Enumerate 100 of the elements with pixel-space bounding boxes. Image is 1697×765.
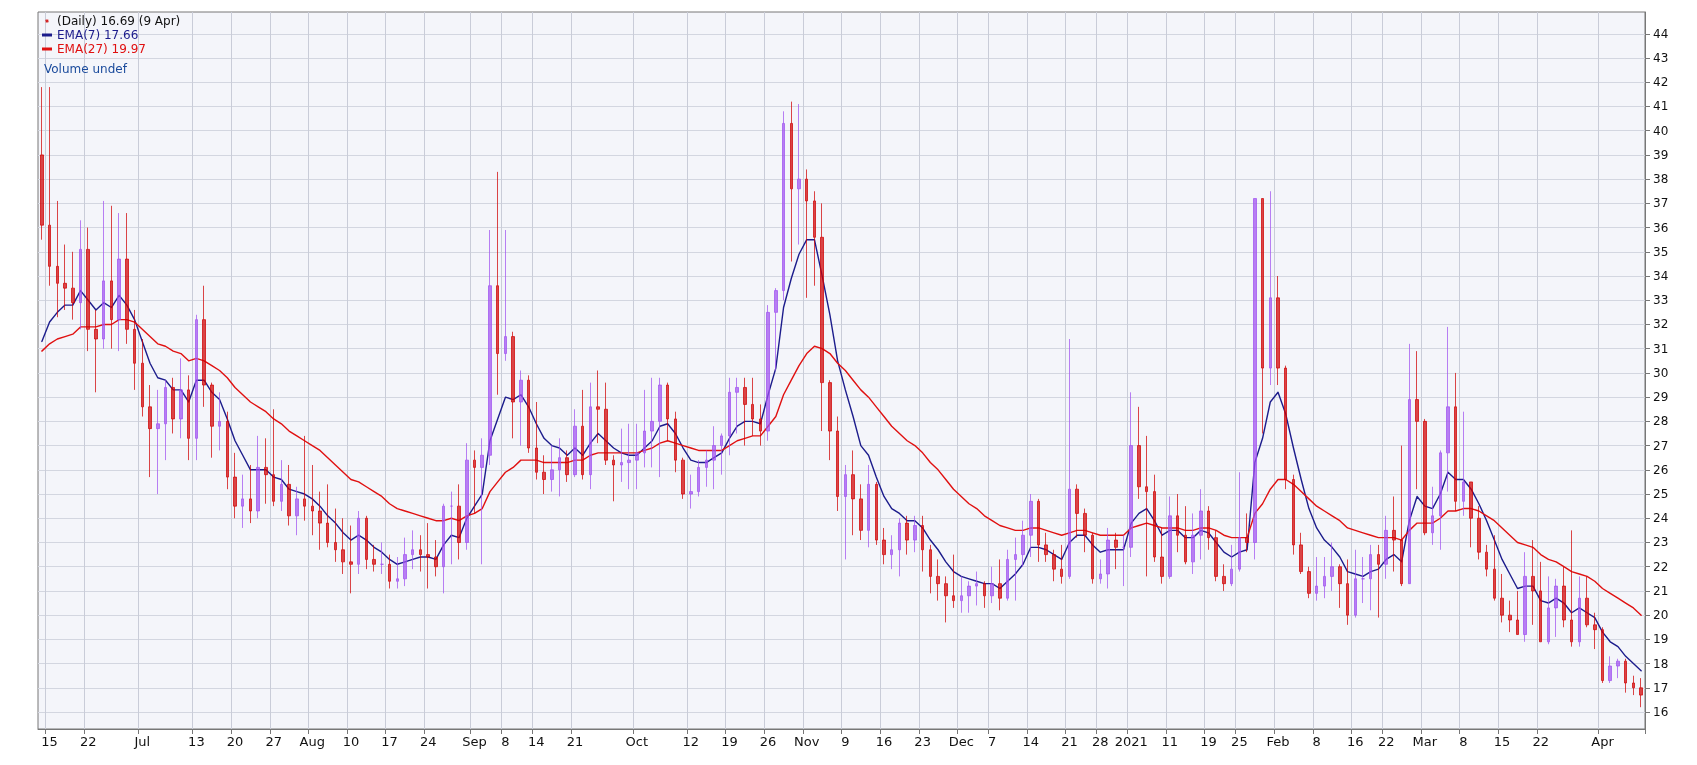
x-tick-label: Apr [1591, 734, 1615, 749]
candlestick [705, 449, 708, 488]
candlestick [388, 554, 391, 590]
x-tick-label: 11 [1161, 734, 1179, 749]
candlestick [334, 508, 337, 563]
candlestick [63, 244, 67, 311]
x-tick-label: 19 [1200, 734, 1217, 749]
candlestick [473, 449, 476, 514]
candlestick [1021, 520, 1025, 568]
candlestick [1593, 612, 1597, 650]
candlestick [728, 377, 731, 456]
candlestick [674, 411, 677, 473]
legend-label: EMA(27) 19.97 [57, 42, 146, 56]
candlestick [1415, 350, 1419, 490]
candlestick [1214, 529, 1218, 582]
x-tick-label: 12 [682, 734, 700, 749]
y-tick-label: 40 [1653, 123, 1669, 138]
candlestick [1238, 471, 1241, 573]
candlestick [921, 515, 924, 573]
y-tick-label: 32 [1653, 317, 1669, 332]
candlestick [944, 575, 948, 623]
candlestick [1462, 411, 1465, 517]
candlestick [419, 534, 422, 573]
candlestick [589, 382, 592, 490]
y-tick-label: 36 [1653, 220, 1669, 235]
candlestick [859, 483, 863, 541]
candlestick [311, 464, 314, 536]
candlestick [1168, 495, 1172, 580]
candlestick [604, 382, 608, 466]
candlestick [1330, 541, 1334, 592]
candlestick [318, 491, 322, 551]
candlestick [380, 541, 384, 575]
candlestick [326, 483, 329, 548]
x-tick-label: 22 [1377, 734, 1395, 749]
candlestick [1044, 532, 1048, 563]
x-tick-label: 23 [914, 734, 931, 749]
candlestick [86, 227, 90, 352]
candlestick [1261, 198, 1264, 434]
candlestick [1299, 532, 1303, 575]
candlestick [612, 454, 615, 502]
candlestick [411, 529, 414, 570]
y-tick-label: 27 [1653, 438, 1669, 453]
candlestick [117, 212, 121, 352]
candlestick [303, 435, 306, 522]
candlestick [1075, 483, 1079, 539]
candlestick [1624, 658, 1627, 694]
candlestick [488, 229, 492, 466]
candlestick [851, 449, 855, 536]
candlestick [936, 558, 940, 602]
candlestick [1091, 532, 1094, 585]
y-tick-label: 26 [1653, 462, 1669, 477]
y-tick-label: 30 [1653, 365, 1669, 380]
candlestick [287, 464, 291, 527]
y-tick-label: 18 [1653, 656, 1669, 671]
candlestick [1014, 537, 1017, 602]
candlestick [1222, 563, 1226, 592]
y-tick-label: 21 [1653, 583, 1669, 598]
candlestick [1230, 544, 1233, 587]
y-tick-label: 43 [1653, 51, 1669, 66]
x-tick-label: Feb [1266, 734, 1290, 749]
candlestick [929, 544, 932, 594]
candlestick [256, 435, 260, 519]
candlestick [40, 86, 44, 241]
candlestick [898, 517, 901, 577]
candlestick [1562, 566, 1566, 628]
x-tick-label: 22 [79, 734, 97, 749]
candlestick [1439, 449, 1442, 551]
candlestick [1431, 486, 1434, 546]
candlestick [1369, 544, 1372, 611]
x-tick-label: 9 [841, 734, 850, 749]
y-tick-label: 41 [1653, 99, 1669, 114]
candlestick [1493, 534, 1496, 602]
candlestick [990, 566, 994, 604]
candlestick [1384, 515, 1388, 580]
candlestick [110, 205, 113, 350]
candlestick [1253, 198, 1257, 560]
x-tick-label: 24 [419, 734, 437, 749]
candlestick [805, 168, 808, 299]
x-tick-label: Sep [462, 734, 487, 749]
candlestick [952, 554, 955, 609]
candlestick [1570, 529, 1573, 648]
candlestick [434, 539, 438, 577]
candlestick [983, 580, 986, 609]
candlestick [195, 314, 198, 461]
candlestick [1129, 391, 1133, 558]
candlestick [820, 202, 824, 432]
candlestick [1423, 418, 1427, 536]
candlestick [1068, 338, 1071, 580]
x-tick-label: 22 [1532, 734, 1549, 749]
x-tick-label: 14 [528, 734, 545, 749]
candlestick [1323, 556, 1326, 599]
candlestick [650, 377, 654, 468]
candlestick [527, 374, 530, 454]
candlestick [1446, 326, 1450, 493]
candlestick [905, 515, 909, 556]
candlestick [1639, 677, 1643, 708]
candlestick [465, 442, 469, 551]
y-tick-label: 29 [1653, 390, 1669, 405]
candlestick [1539, 561, 1542, 643]
y-tick-label: 28 [1653, 414, 1669, 429]
